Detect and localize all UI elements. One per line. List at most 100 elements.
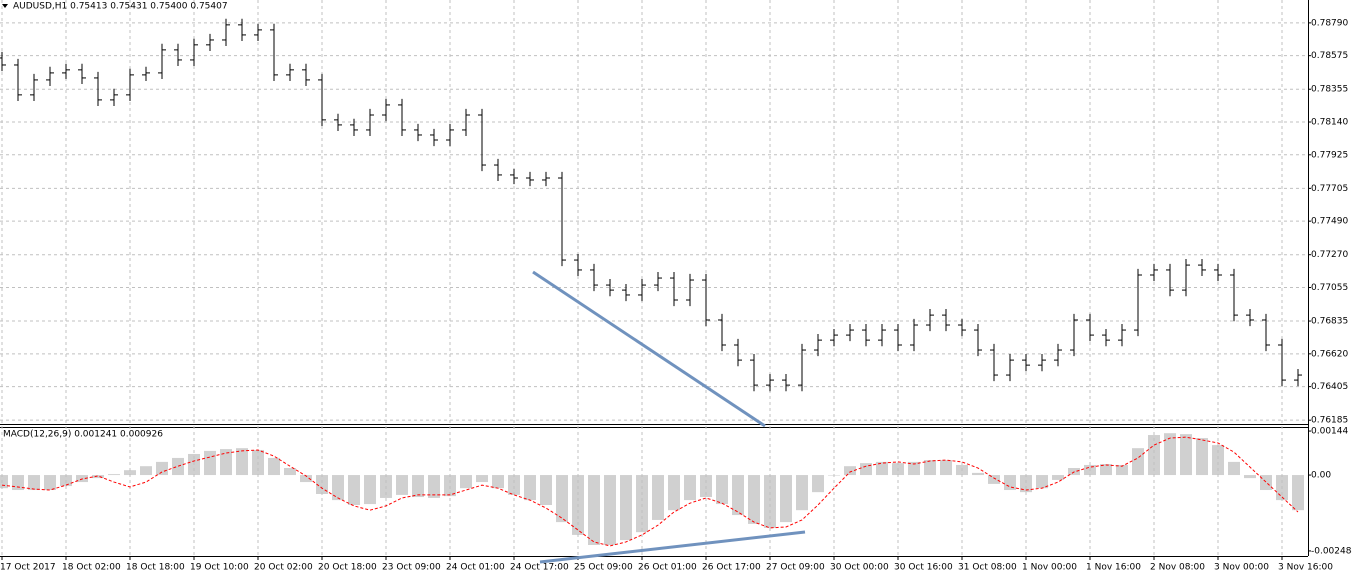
macd-bar (1020, 475, 1032, 493)
macd-bar (236, 448, 248, 476)
y-tick-label: 0.78140 (1311, 118, 1348, 128)
macd-bar (1244, 475, 1256, 479)
macd-bar (828, 475, 840, 476)
x-tick-label: 26 Oct 01:00 (638, 563, 697, 573)
x-tick-label: 26 Oct 17:00 (702, 563, 761, 573)
y-tick-label: 0.77705 (1311, 184, 1348, 194)
x-tick-label: 30 Oct 00:00 (830, 563, 889, 573)
macd-bar (0, 475, 8, 489)
macd-bar (396, 475, 408, 495)
macd-bar (92, 475, 104, 479)
y-tick-label: 0.77490 (1311, 217, 1348, 227)
macd-bar (668, 475, 680, 511)
macd-bar (124, 470, 136, 476)
macd-bar (1004, 475, 1016, 491)
x-tick-label: 25 Oct 09:00 (574, 563, 633, 573)
macd-bar (956, 464, 968, 476)
macd-bar (204, 450, 216, 476)
macd-bar (524, 475, 536, 501)
macd-bar (1148, 435, 1160, 476)
macd-bar (12, 475, 24, 491)
macd-bar (1276, 475, 1288, 501)
y-tick-label: 0.76835 (1311, 317, 1348, 327)
menu-arrow[interactable] (2, 4, 8, 8)
macd-bar (1052, 475, 1064, 480)
x-tick-label: 17 Oct 2017 (0, 563, 56, 573)
macd-bar (460, 475, 472, 489)
macd-bar (636, 475, 648, 533)
macd-bar (156, 461, 168, 476)
x-tick-label: 18 Oct 02:00 (62, 563, 121, 573)
macd-bar (1228, 461, 1240, 476)
macd-bar (908, 461, 920, 476)
macd-bar (492, 475, 504, 489)
macd-bar (620, 475, 632, 541)
y-tick-label: -0.002484 (1311, 546, 1352, 556)
macd-bar (748, 475, 760, 524)
macd-bar (364, 475, 376, 505)
macd-bar (1212, 445, 1224, 476)
macd-bar (876, 461, 888, 476)
macd-bar (764, 475, 776, 528)
macd-bar (684, 475, 696, 501)
macd-bar (588, 475, 600, 546)
macd-bar (1100, 464, 1112, 476)
x-tick-label: 1 Nov 00:00 (1022, 563, 1077, 573)
macd-bar (924, 460, 936, 476)
x-tick-label: 20 Oct 02:00 (254, 563, 313, 573)
macd-bar (652, 475, 664, 520)
chart-title: AUDUSD,H1 0.75413 0.75431 0.75400 0.7540… (13, 2, 228, 12)
macd-bar (844, 466, 856, 476)
macd-bar (44, 475, 56, 491)
indicator-title: MACD(12,26,9) 0.001241 0.000926 (3, 430, 163, 440)
macd-bar (60, 475, 72, 487)
macd-bar (348, 475, 360, 505)
y-tick-label: 0.00 (1311, 471, 1331, 481)
macd-bar (1116, 464, 1128, 476)
macd-bar (108, 474, 120, 476)
macd-bar (172, 457, 184, 476)
macd-bar (732, 475, 744, 516)
macd-bar (972, 472, 984, 476)
macd-bar (1180, 434, 1192, 476)
y-tick-label: 0.78355 (1311, 85, 1348, 95)
y-tick-label: 0.78575 (1311, 51, 1348, 61)
y-tick-label: 0.76405 (1311, 382, 1348, 392)
macd-bar (268, 457, 280, 476)
x-tick-label: 24 Oct 01:00 (446, 563, 505, 573)
macd-bar (508, 475, 520, 495)
x-tick-label: 27 Oct 09:00 (766, 563, 825, 573)
y-tick-label: 0.78790 (1311, 18, 1348, 28)
macd-bar (988, 475, 1000, 484)
macd-bar (284, 468, 296, 476)
x-tick-label: 30 Oct 16:00 (894, 563, 953, 573)
x-tick-label: 3 Nov 00:00 (1214, 563, 1269, 573)
macd-bar (1292, 475, 1304, 511)
macd-bar (188, 453, 200, 476)
x-tick-label: 20 Oct 18:00 (318, 563, 377, 573)
macd-bar (1132, 448, 1144, 476)
macd-bar (860, 463, 872, 476)
macd-bar (556, 475, 568, 523)
macd-bar (700, 475, 712, 498)
x-tick-label: 24 Oct 17:00 (510, 563, 569, 573)
macd-bar (940, 460, 952, 476)
macd-bar (796, 475, 808, 511)
macd-bar (380, 475, 392, 498)
y-tick-label: 0.76620 (1311, 349, 1348, 359)
macd-bar (444, 475, 456, 497)
y-tick-label: 0.77055 (1311, 283, 1348, 293)
x-tick-label: 18 Oct 18:00 (126, 563, 185, 573)
macd-bar (1260, 475, 1272, 491)
macd-bar (604, 475, 616, 546)
macd-bar (220, 449, 232, 476)
y-tick-label: 0.00144 (1311, 427, 1348, 437)
trend-line (532, 270, 766, 428)
macd-bar (476, 475, 488, 483)
macd-bar (892, 463, 904, 476)
x-tick-label: 2 Nov 08:00 (1150, 563, 1205, 573)
trend-line (539, 530, 806, 564)
signal-line (1, 436, 1299, 547)
